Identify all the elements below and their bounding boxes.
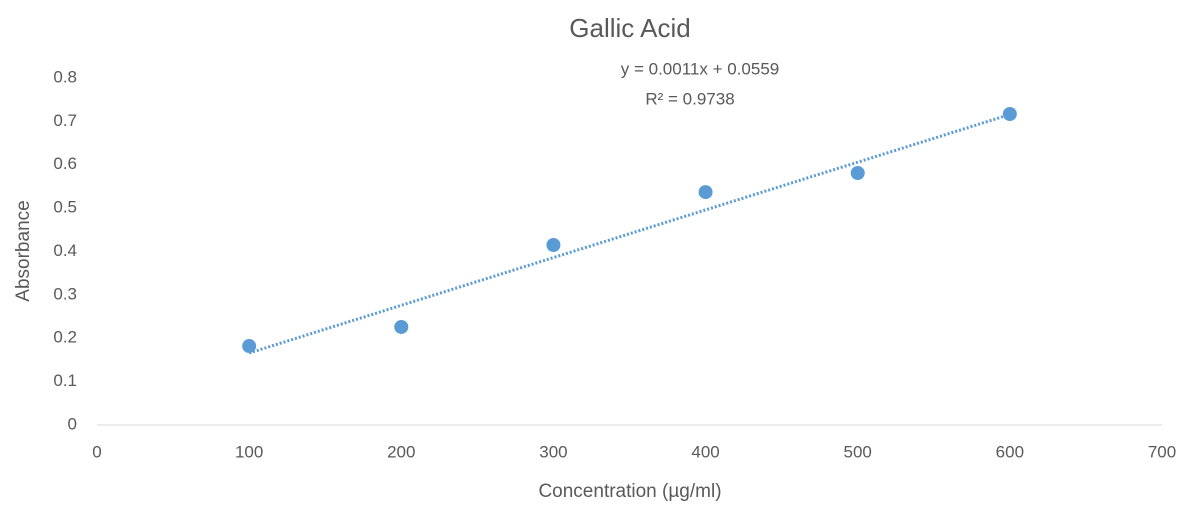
y-tick-label: 0 [68,414,77,433]
chart-title: Gallic Acid [569,13,690,43]
y-tick-label: 0.2 [53,328,77,347]
x-tick-label: 600 [996,442,1024,461]
y-tick-label: 0.1 [53,371,77,390]
trendline-r2: R² = 0.9738 [645,89,734,108]
data-point [242,339,257,354]
x-tick-label: 0 [92,442,101,461]
data-point [546,237,561,252]
data-point [394,319,409,334]
data-point [698,185,713,200]
x-tick-label: 300 [539,442,567,461]
x-axis-title: Concentration (µg/ml) [538,481,721,502]
data-point [850,165,865,180]
y-tick-label: 0.6 [53,154,77,173]
x-tick-label: 700 [1148,442,1176,461]
y-tick-label: 0.5 [53,198,77,217]
y-tick-label: 0.3 [53,284,77,303]
x-tick-label: 500 [844,442,872,461]
y-axis-title: Absorbance [13,200,34,301]
y-tick-label: 0.8 [53,67,77,86]
trendline [248,113,1011,355]
trendline-equation: y = 0.0011x + 0.0559 [621,59,779,78]
y-tick-label: 0.7 [53,111,77,130]
x-tick-label: 100 [235,442,263,461]
x-tick-label: 200 [387,442,415,461]
x-tick-label: 400 [691,442,719,461]
y-tick-label: 0.4 [53,241,77,260]
data-point [1002,107,1017,122]
